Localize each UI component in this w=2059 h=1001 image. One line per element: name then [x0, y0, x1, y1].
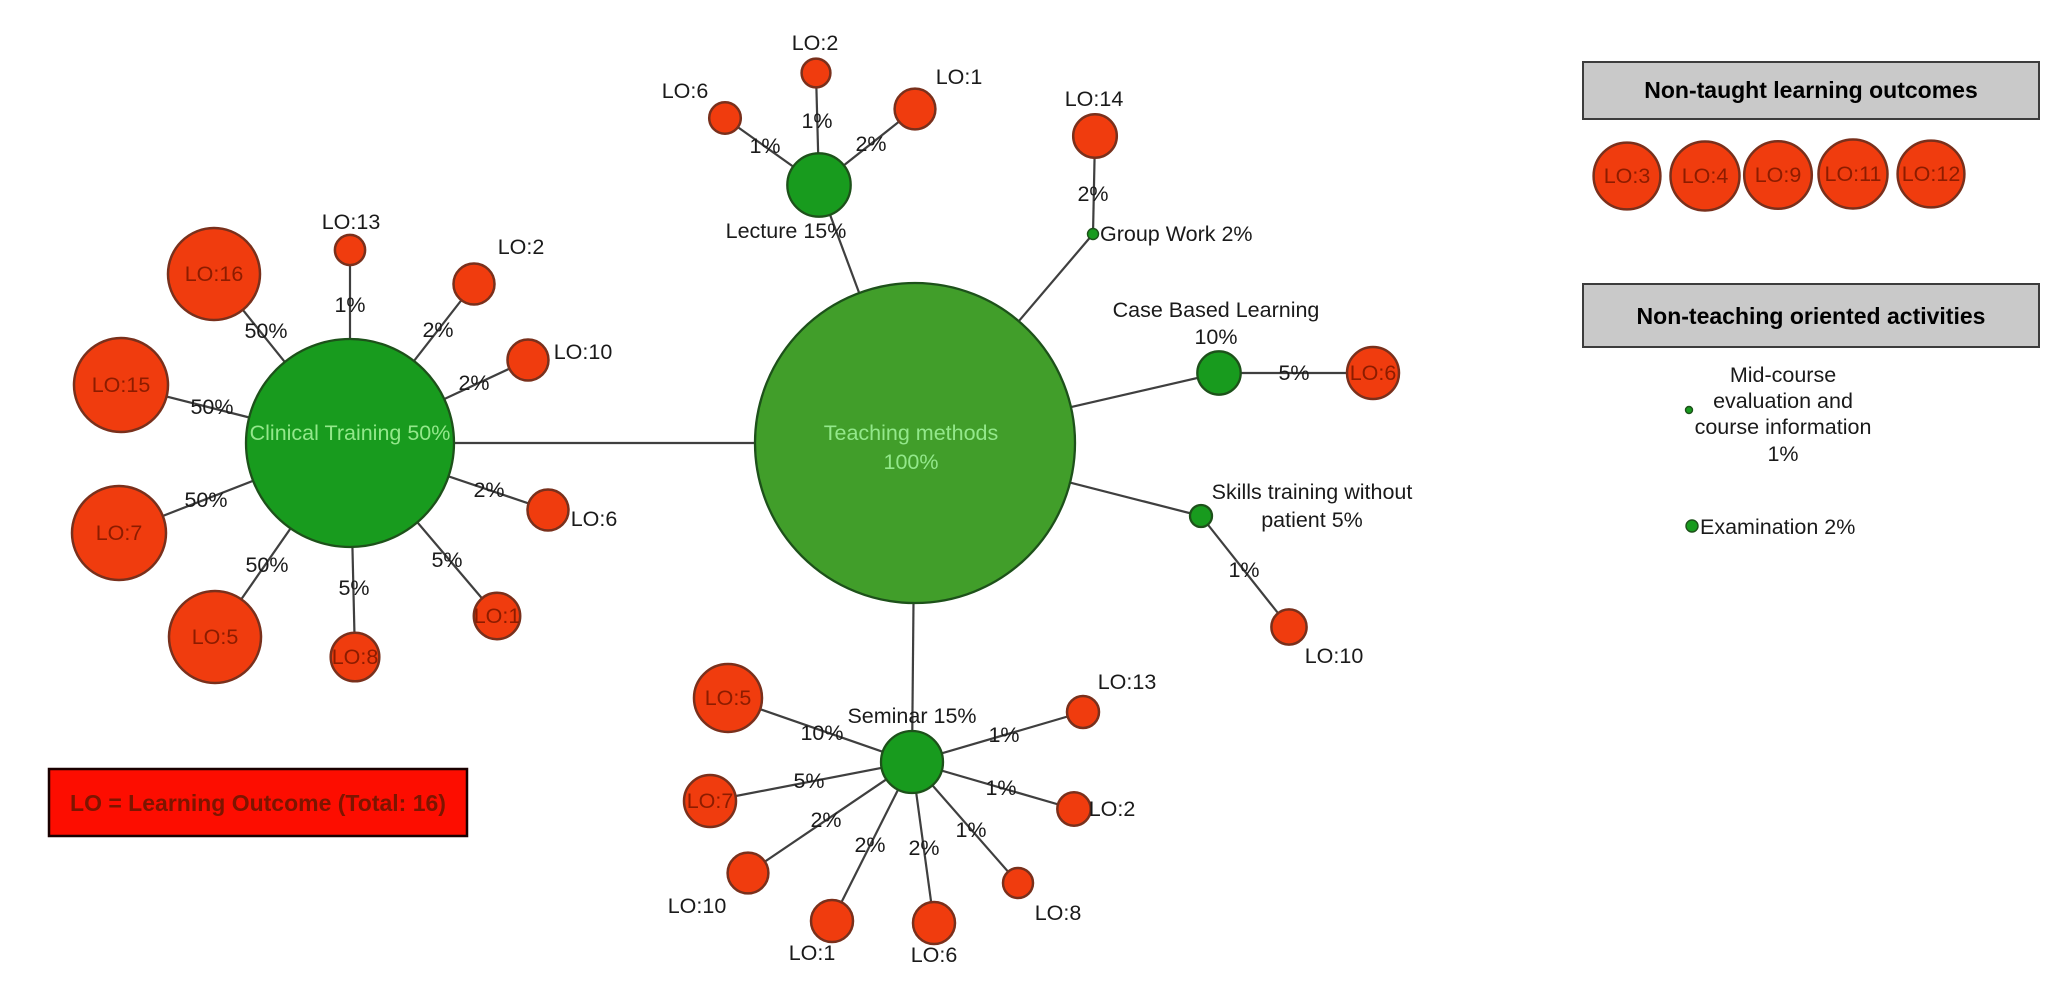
- svg-text:LO:7: LO:7: [96, 521, 143, 545]
- svg-text:2%: 2%: [908, 836, 939, 860]
- svg-text:5%: 5%: [338, 576, 369, 600]
- svg-text:1%: 1%: [749, 134, 780, 158]
- svg-text:LO:15: LO:15: [92, 373, 151, 397]
- svg-text:5%: 5%: [1278, 361, 1309, 385]
- svg-text:1%: 1%: [334, 293, 365, 317]
- svg-text:1%: 1%: [801, 109, 832, 133]
- svg-text:LO:8: LO:8: [332, 645, 379, 669]
- svg-text:LO:9: LO:9: [1755, 163, 1802, 187]
- svg-text:50%: 50%: [244, 319, 287, 343]
- svg-text:5%: 5%: [793, 769, 824, 793]
- svg-text:LO:16: LO:16: [185, 262, 244, 286]
- svg-text:LO:10: LO:10: [1305, 644, 1364, 668]
- svg-text:LO:4: LO:4: [1682, 164, 1729, 188]
- svg-text:LO:6: LO:6: [571, 507, 618, 531]
- svg-text:LO:2: LO:2: [792, 31, 839, 55]
- svg-text:LO:11: LO:11: [1825, 162, 1882, 186]
- svg-text:LO:14: LO:14: [1065, 87, 1124, 111]
- svg-text:LO:3: LO:3: [1604, 164, 1651, 188]
- svg-text:LO:2: LO:2: [1089, 797, 1136, 821]
- svg-text:50%: 50%: [184, 488, 227, 512]
- svg-text:LO:10: LO:10: [554, 340, 613, 364]
- svg-text:LO:2: LO:2: [498, 235, 545, 259]
- svg-text:50%: 50%: [245, 553, 288, 577]
- svg-text:Group Work 2%: Group Work 2%: [1100, 222, 1253, 246]
- svg-text:Lecture 15%: Lecture 15%: [726, 219, 847, 243]
- svg-text:Teaching methods: Teaching methods: [824, 421, 999, 445]
- svg-text:2%: 2%: [473, 478, 504, 502]
- svg-text:Skills training without: Skills training without: [1212, 480, 1413, 504]
- svg-text:Non-teaching oriented activiti: Non-teaching oriented activities: [1637, 303, 1986, 329]
- svg-text:Mid-course: Mid-course: [1730, 363, 1836, 387]
- svg-text:2%: 2%: [422, 318, 453, 342]
- svg-text:LO:6: LO:6: [1350, 361, 1397, 385]
- svg-text:1%: 1%: [988, 723, 1019, 747]
- svg-text:2%: 2%: [810, 808, 841, 832]
- svg-text:LO:6: LO:6: [662, 79, 709, 103]
- svg-text:50%: 50%: [190, 395, 233, 419]
- svg-text:Case Based Learning: Case Based Learning: [1113, 298, 1320, 322]
- svg-text:1%: 1%: [955, 818, 986, 842]
- svg-text:LO:1: LO:1: [936, 65, 983, 89]
- svg-text:LO:6: LO:6: [911, 943, 958, 967]
- svg-text:LO:13: LO:13: [322, 210, 381, 234]
- svg-text:LO:5: LO:5: [192, 625, 239, 649]
- svg-text:1%: 1%: [1228, 558, 1259, 582]
- svg-text:LO:8: LO:8: [1035, 901, 1082, 925]
- svg-text:Non-taught learning outcomes: Non-taught learning outcomes: [1644, 77, 1978, 103]
- svg-text:2%: 2%: [458, 371, 489, 395]
- svg-text:10%: 10%: [1194, 325, 1237, 349]
- svg-text:LO:13: LO:13: [1098, 670, 1157, 694]
- svg-text:LO:10: LO:10: [668, 894, 727, 918]
- svg-text:5%: 5%: [431, 548, 462, 572]
- svg-text:2%: 2%: [1077, 182, 1108, 206]
- svg-text:LO:1: LO:1: [474, 604, 521, 628]
- svg-text:Clinical Training 50%: Clinical Training 50%: [250, 421, 451, 445]
- svg-text:1%: 1%: [985, 776, 1016, 800]
- svg-text:evaluation and: evaluation and: [1713, 389, 1853, 413]
- svg-text:Examination 2%: Examination 2%: [1700, 515, 1855, 539]
- svg-text:LO:5: LO:5: [705, 686, 752, 710]
- svg-text:2%: 2%: [854, 833, 885, 857]
- svg-text:patient 5%: patient 5%: [1261, 508, 1363, 532]
- svg-text:Seminar 15%: Seminar 15%: [847, 704, 976, 728]
- svg-text:LO = Learning Outcome (Total:: LO = Learning Outcome (Total: 16): [70, 790, 446, 816]
- svg-text:LO:1: LO:1: [789, 941, 836, 965]
- svg-text:LO:12: LO:12: [1902, 162, 1961, 186]
- svg-text:2%: 2%: [855, 132, 886, 156]
- svg-text:1%: 1%: [1767, 442, 1798, 466]
- svg-text:10%: 10%: [800, 721, 843, 745]
- svg-text:100%: 100%: [884, 450, 939, 474]
- svg-text:LO:7: LO:7: [687, 789, 734, 813]
- svg-text:course information: course information: [1695, 415, 1872, 439]
